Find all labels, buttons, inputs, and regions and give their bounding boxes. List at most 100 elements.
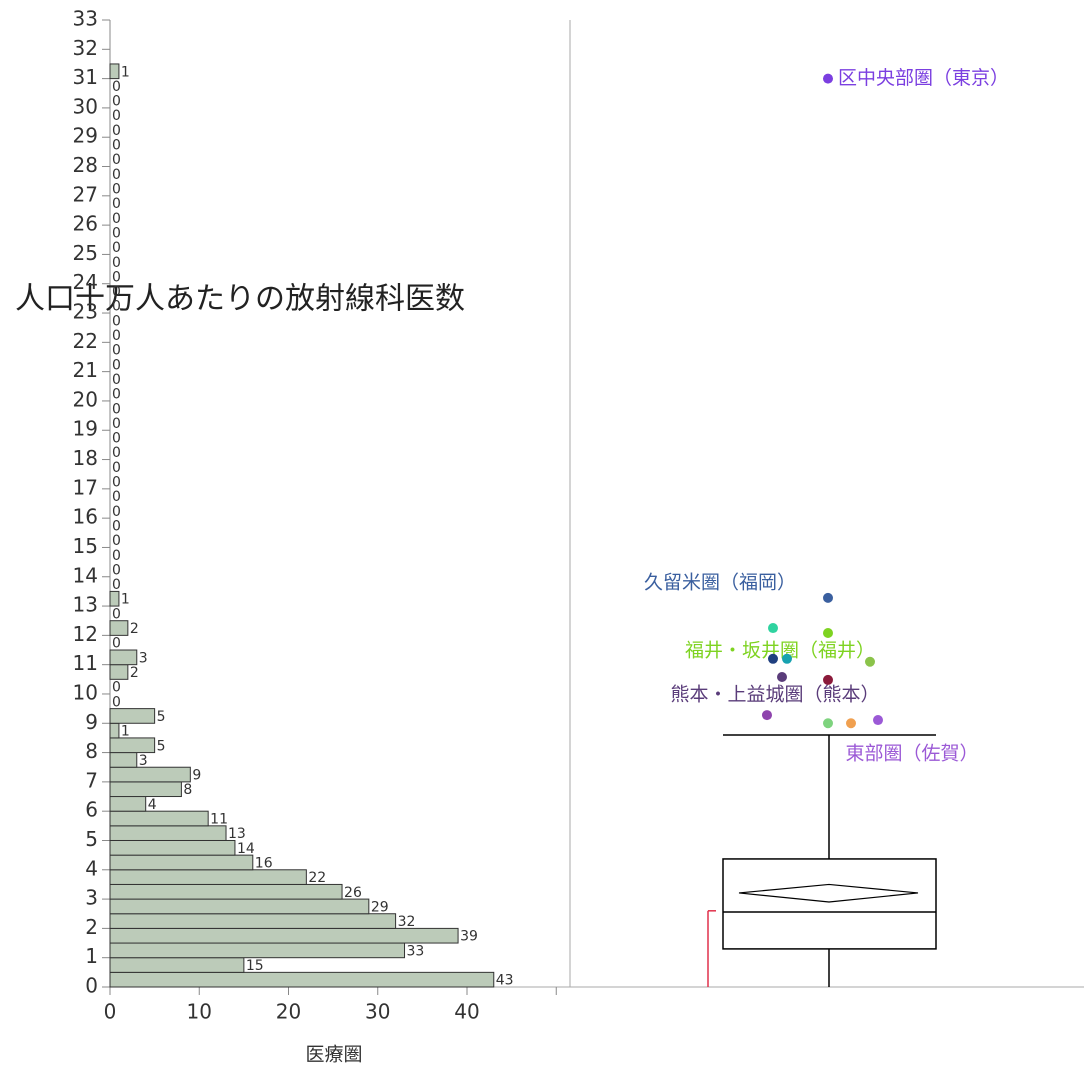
y-tick-label: 23 [73, 300, 98, 324]
bar [109, 957, 245, 973]
x-tick-label: 0 [104, 1000, 117, 1024]
outlier-point [823, 718, 833, 729]
bar-label: 0 [112, 313, 121, 329]
outlier-point [768, 623, 778, 634]
y-tick-label: 2 [85, 915, 98, 939]
bar-label: 0 [112, 401, 121, 417]
bar-label: 0 [112, 181, 121, 197]
y-tick-label: 9 [85, 710, 98, 734]
mean-diamond [738, 883, 919, 903]
bar-label: 15 [246, 958, 264, 974]
bar [109, 825, 227, 841]
bar [109, 913, 397, 929]
bar-label: 5 [157, 738, 166, 754]
bar-label: 4 [148, 797, 157, 813]
bar-label: 1 [121, 592, 130, 608]
bar-label: 2 [130, 621, 139, 637]
outlier-point [873, 715, 883, 726]
y-tick-label: 1 [85, 944, 98, 968]
y-tick-label: 21 [73, 358, 98, 382]
y-tick-label: 14 [73, 563, 98, 587]
bar-label: 39 [460, 929, 478, 945]
bar-label: 1 [121, 64, 130, 80]
bar [109, 869, 307, 885]
bar-label: 0 [112, 299, 121, 315]
bar-label: 14 [237, 841, 255, 857]
y-tick-label: 6 [85, 798, 98, 822]
outlier-point [823, 592, 833, 603]
y-tick-label: 25 [73, 241, 98, 265]
outlier-label: 東部圏（佐賀） [845, 743, 978, 765]
bar-label: 0 [112, 328, 121, 344]
y-tick-label: 16 [73, 505, 98, 529]
bar-label: 0 [112, 504, 121, 520]
bar-label: 0 [112, 343, 121, 359]
bar-label: 11 [210, 812, 228, 828]
bar-label: 0 [112, 79, 121, 95]
outlier-point [782, 653, 792, 664]
y-tick-label: 10 [73, 680, 98, 704]
bar [109, 722, 120, 739]
bar-label: 2 [130, 665, 139, 681]
bar-label: 0 [112, 460, 121, 476]
bar [109, 63, 120, 80]
bar-label: 0 [112, 152, 121, 168]
bar-label: 0 [112, 680, 121, 696]
y-tick-label: 15 [73, 534, 98, 558]
bar [109, 927, 459, 944]
bar-label: 8 [183, 782, 192, 798]
bar-label: 0 [112, 577, 121, 593]
bar-label: 0 [112, 518, 121, 534]
x-tick-label: 30 [365, 1000, 390, 1024]
bar-label: 16 [255, 855, 273, 871]
bar [109, 752, 138, 768]
y-tick-label: 30 [73, 94, 98, 118]
bar-label: 0 [112, 108, 121, 124]
bar-label: 0 [112, 240, 121, 256]
bar [109, 664, 129, 680]
x-tick-label: 10 [187, 1000, 212, 1024]
outlier-label: 区中央部圏（東京） [838, 67, 1009, 89]
bar-label: 0 [112, 562, 121, 578]
bar-label: 0 [112, 211, 121, 227]
y-tick-label: 3 [85, 886, 98, 910]
y-axis-title: 人口十万人あたりの放射線科医数 [15, 282, 465, 317]
bar [109, 781, 182, 798]
box [722, 858, 937, 950]
bar-label: 0 [112, 489, 121, 505]
bar [109, 883, 343, 900]
bar-label: 0 [112, 372, 121, 388]
bar-label: 43 [496, 973, 514, 989]
outlier-label: 福井・坂井圏（福井） [685, 640, 875, 662]
bar-label: 0 [112, 606, 121, 622]
outlier-label: 熊本・上益城圏（熊本） [670, 683, 879, 705]
outlier-point [846, 718, 856, 729]
bar-label: 0 [112, 284, 121, 300]
bar-label: 13 [228, 826, 246, 842]
y-tick-label: 13 [73, 593, 98, 617]
bar-label: 0 [112, 445, 121, 461]
y-tick-label: 11 [73, 651, 98, 675]
bar-label: 26 [344, 885, 362, 901]
y-tick-label: 32 [73, 36, 98, 60]
y-tick-label: 5 [85, 827, 98, 851]
bar-label: 0 [112, 269, 121, 285]
y-tick-label: 28 [73, 153, 98, 177]
bar-label: 0 [112, 533, 121, 549]
bar-label: 0 [112, 138, 121, 154]
bar [109, 839, 236, 856]
y-tick-label: 31 [73, 65, 98, 89]
bar [109, 649, 138, 666]
bar-label: 1 [121, 724, 130, 740]
bar-label: 0 [112, 94, 121, 110]
y-tick-label: 26 [73, 212, 98, 236]
bar [109, 898, 370, 915]
bar-label: 0 [112, 694, 121, 710]
bar-label: 33 [407, 943, 425, 959]
bar-label: 0 [112, 548, 121, 564]
y-tick-label: 0 [85, 974, 98, 998]
bar-label: 0 [112, 475, 121, 491]
outlier-point [823, 73, 833, 84]
x-tick-label: 40 [454, 1000, 479, 1024]
bar-label: 22 [308, 870, 326, 886]
